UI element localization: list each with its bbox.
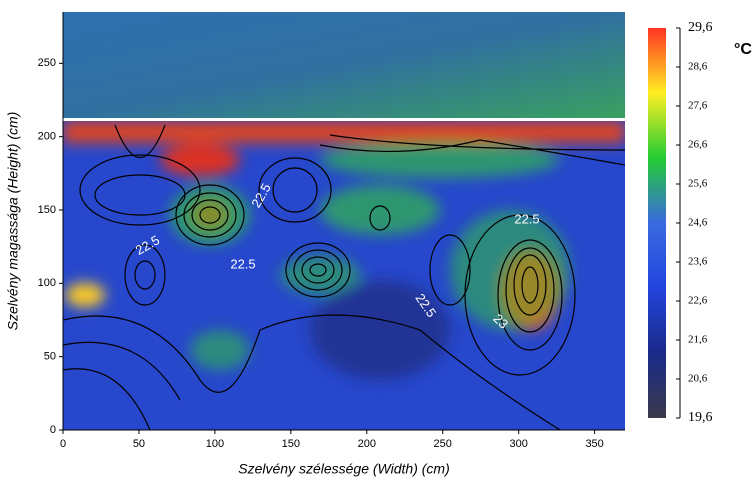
y-tick-label: 100 [38,277,56,289]
y-tick-label: 200 [38,131,56,143]
x-tick-label: 50 [133,438,145,450]
x-tick-label: 300 [509,438,527,450]
colorbar-tick-label: 28,6 [688,61,708,73]
heatmap-bottom [63,121,625,430]
colorbar-tick-label: 22,6 [688,295,708,307]
chart: Szelvény szélessége (Width) (cm) Szelvén… [0,0,756,488]
x-tick-label: 150 [282,438,300,450]
colorbar-tick-label: 26,6 [688,139,708,151]
y-tick-label: 250 [38,57,56,69]
colorbar-tick-label: 27,6 [688,100,708,112]
colorbar-tick-label: 21,6 [688,334,708,346]
colorbar [648,28,666,418]
x-axis-title: Szelvény szélessége (Width) (cm) [238,461,450,477]
x-tick-label: 350 [585,438,603,450]
y-tick-label: 50 [44,351,56,363]
colorbar-tick-label: 20,6 [688,373,708,385]
y-tick-label: 150 [38,204,56,216]
x-tick-label: 0 [60,438,66,450]
colorbar-tick-label: 25,6 [688,178,708,190]
colorbar-tick-label: 24,6 [688,217,708,229]
y-tick-label: 0 [50,424,56,436]
x-tick-label: 200 [358,438,376,450]
heatmap-top [63,12,625,118]
colorbar-tick-label: 19,6 [688,410,713,425]
x-tick-label: 250 [434,438,452,450]
colorbar-label: °C [734,41,752,58]
contour-label: 22.5 [230,256,255,271]
x-tick-label: 100 [206,438,224,450]
colorbar-tick-label: 23,6 [688,256,708,268]
contour-label: 22.5 [514,211,539,226]
y-axis-title: Szelvény magassága (Height) (cm) [5,112,21,331]
colorbar-tick-label: 29,6 [688,20,713,35]
